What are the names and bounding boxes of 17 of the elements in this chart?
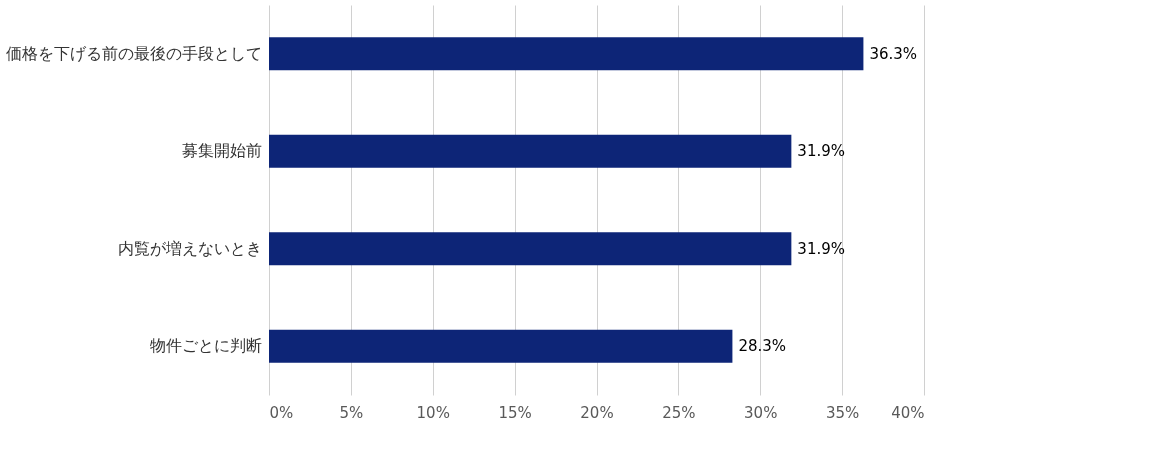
x-tick-label: 25%	[662, 403, 696, 422]
y-tick-label: 募集開始前	[181, 141, 262, 161]
x-tick-label: 35%	[825, 403, 860, 422]
y-tick-label: 価格を下げる前の最後の手段として	[5, 43, 262, 63]
data-label: 28.3%	[738, 337, 787, 356]
x-tick-label: 10%	[416, 403, 450, 422]
data-label: 36.3%	[869, 44, 918, 63]
x-tick-label: 20%	[580, 403, 614, 422]
x-tick-label: 15%	[498, 403, 532, 422]
x-tick-label: 40%	[891, 403, 925, 422]
data-label: 31.9%	[797, 142, 846, 161]
x-tick-label: 5%	[339, 403, 364, 422]
y-tick-label: 物件ごとに判断	[149, 336, 262, 356]
x-tick-label: 30%	[744, 403, 778, 422]
data-label: 31.9%	[797, 239, 846, 258]
y-tick-label: 内覧が増えないとき	[117, 238, 262, 258]
x-tick-label: 0%	[269, 403, 294, 422]
